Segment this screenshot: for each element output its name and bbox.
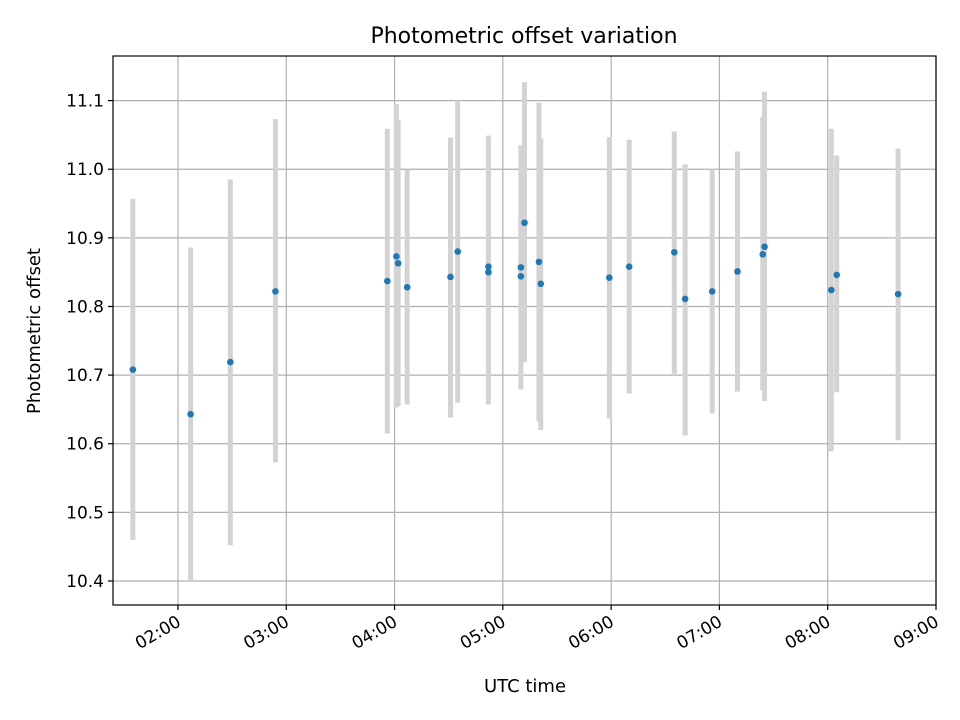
data-point (393, 253, 400, 260)
data-point (734, 268, 741, 275)
data-point (394, 259, 402, 267)
data-point (833, 271, 841, 279)
data-point (227, 358, 234, 366)
data-point (272, 288, 279, 295)
data-point (894, 290, 902, 298)
y-axis-ticks: 10.4 10.5 10.6 10.7 10.8 10.9 11.0 11.1 (66, 92, 113, 592)
y-tick-label: 10.8 (66, 297, 104, 317)
y-tick-label: 10.4 (66, 572, 104, 592)
data-point (447, 273, 454, 281)
data-point (187, 410, 194, 418)
data-point (828, 286, 835, 294)
data-point (625, 263, 633, 270)
plot-frame (112, 55, 937, 606)
y-tick-label: 10.7 (66, 366, 104, 386)
data-points (129, 219, 902, 418)
data-point (535, 258, 543, 266)
chart-title: Photometric offset variation (370, 24, 677, 49)
y-tick-label: 11.0 (66, 160, 104, 180)
data-point (485, 268, 492, 276)
y-tick-label: 10.9 (66, 229, 104, 249)
data-point (671, 248, 678, 256)
data-point (708, 288, 716, 295)
data-point (681, 295, 689, 303)
y-tick-label: 10.6 (66, 435, 104, 455)
data-point (129, 366, 137, 373)
data-point (517, 272, 525, 280)
data-point (761, 243, 768, 251)
data-point (521, 219, 528, 227)
data-point (384, 277, 391, 285)
x-axis-label: UTC time (484, 676, 566, 697)
y-tick-label: 10.5 (66, 503, 104, 523)
data-point (517, 264, 525, 271)
data-point (606, 274, 613, 281)
data-point (537, 280, 545, 288)
data-point (454, 248, 462, 255)
data-point (403, 283, 411, 291)
data-point (759, 251, 767, 258)
y-axis-label: Photometric offset (24, 248, 45, 414)
data-point (485, 263, 492, 270)
y-tick-label: 11.1 (66, 92, 104, 112)
